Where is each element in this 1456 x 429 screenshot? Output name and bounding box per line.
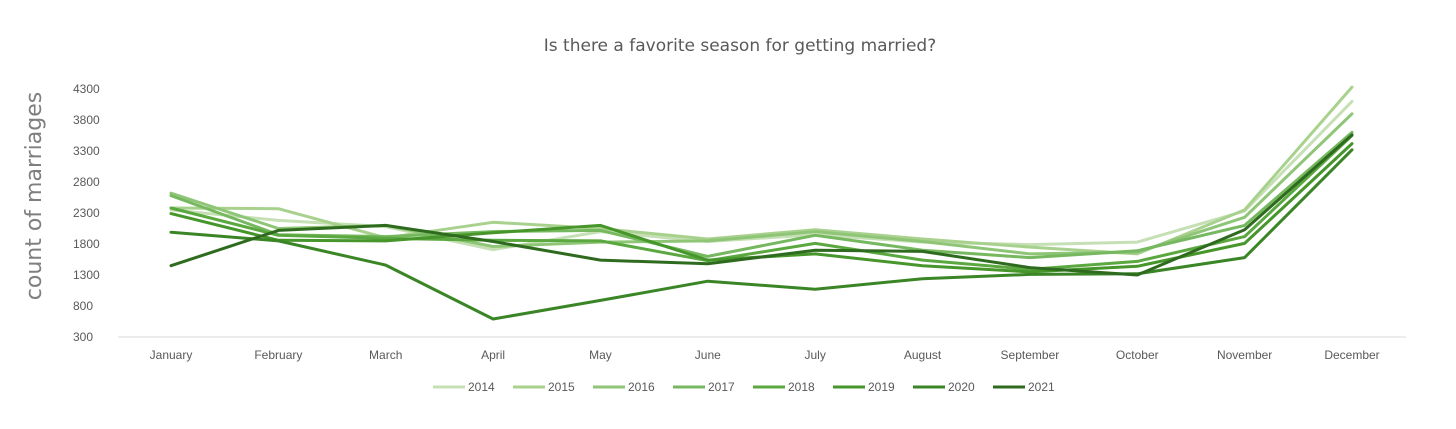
legend-item: 2020: [913, 380, 975, 394]
legend-label: 2016: [628, 380, 655, 394]
y-tick-label: 1800: [73, 237, 100, 251]
y-tick-label: 800: [73, 299, 93, 313]
legend-item: 2017: [673, 380, 735, 394]
series-lines: [169, 85, 1354, 321]
x-tick-label: April: [481, 348, 505, 362]
series-line-2015: [169, 85, 1354, 256]
x-tick-label: December: [1324, 348, 1379, 362]
legend-label: 2017: [708, 380, 735, 394]
x-tick-label: November: [1217, 348, 1272, 362]
y-tick-label: 2800: [73, 175, 100, 189]
legend-item: 2016: [593, 380, 655, 394]
legend-item: 2021: [993, 380, 1055, 394]
legend-item: 2015: [513, 380, 575, 394]
x-tick-label: January: [150, 348, 193, 362]
x-tick-label: February: [254, 348, 302, 362]
series-line-2021: [169, 133, 1354, 277]
series-line-2017: [169, 130, 1354, 260]
legend-label: 2020: [948, 380, 975, 394]
legend-item: 2019: [833, 380, 895, 394]
y-axis-label: count of marriages: [22, 92, 47, 300]
x-tick-label: March: [369, 348, 402, 362]
y-tick-label: 3300: [73, 144, 100, 158]
series-line-2018: [169, 134, 1354, 271]
x-tick-label: July: [805, 348, 826, 362]
y-axis-ticks: 4300 3800 3300 2800 2300 1800 1300 800 300: [73, 82, 100, 344]
x-tick-label: October: [1116, 348, 1159, 362]
legend-item: 2014: [433, 380, 495, 394]
legend: 2014 2015 2016 2017 2018 2019 2020 2021: [433, 380, 1055, 394]
y-tick-label: 3800: [73, 113, 100, 127]
legend-label: 2018: [788, 380, 815, 394]
y-tick-label: 4300: [73, 82, 100, 96]
y-tick-label: 1300: [73, 268, 100, 282]
chart-title: Is there a favorite season for getting m…: [544, 36, 936, 56]
x-tick-label: June: [695, 348, 721, 362]
series-line-2020: [169, 148, 1354, 321]
x-tick-label: September: [1001, 348, 1060, 362]
y-tick-label: 2300: [73, 206, 100, 220]
x-axis-ticks: January February March April May June July Augu…: [150, 348, 1380, 362]
legend-label: 2015: [548, 380, 575, 394]
x-tick-label: August: [904, 348, 942, 362]
legend-label: 2019: [868, 380, 895, 394]
x-tick-label: May: [589, 348, 612, 362]
y-tick-label: 300: [73, 330, 93, 344]
legend-label: 2014: [468, 380, 495, 394]
legend-item: 2018: [753, 380, 815, 394]
legend-label: 2021: [1028, 380, 1055, 394]
